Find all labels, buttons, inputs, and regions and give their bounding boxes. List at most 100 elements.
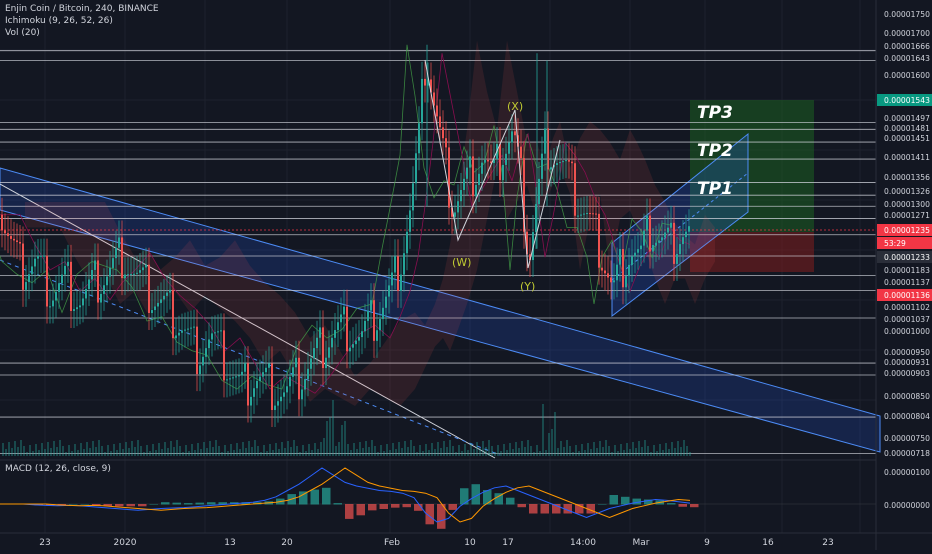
volume-bar — [431, 443, 433, 456]
candle — [571, 161, 573, 164]
volume-bar — [551, 429, 553, 456]
candle — [121, 237, 123, 279]
wave-y-label: (Y) — [520, 280, 535, 293]
volume-bar — [200, 449, 202, 456]
price-axis-tick: 0.00001451 — [884, 134, 930, 143]
candle — [190, 327, 192, 329]
time-axis[interactable]: 23 2020 13 20 Feb 10 17 14:00 Mar 9 16 23 — [39, 538, 833, 548]
volume-bar — [131, 441, 133, 456]
macd-histogram-bar — [126, 504, 135, 507]
candle — [463, 178, 465, 191]
volume-bar — [449, 440, 451, 456]
volume-bar — [440, 448, 442, 456]
candle — [232, 377, 234, 379]
macd-histogram-bar — [563, 504, 572, 514]
candle — [682, 237, 684, 245]
candle — [508, 142, 510, 154]
volume-legend[interactable]: Vol (20) — [5, 28, 40, 38]
volume-bar — [155, 450, 157, 456]
candle — [379, 319, 381, 331]
volume-bar — [287, 441, 289, 456]
volume-bar — [41, 443, 43, 456]
candle — [139, 270, 141, 273]
candle — [511, 131, 513, 143]
candle — [226, 379, 228, 381]
volume-bar — [77, 450, 79, 456]
volume-bar — [161, 449, 163, 456]
candle — [268, 363, 270, 368]
volume-bar — [518, 448, 520, 456]
candle — [184, 329, 186, 331]
candle — [361, 331, 363, 338]
volume-bar — [689, 452, 691, 456]
candle — [262, 372, 264, 377]
volume-bar — [23, 446, 25, 456]
time-axis-tick: 10 — [464, 538, 476, 548]
price-axis-tick: 0.00001000 — [884, 327, 930, 336]
volume-bar — [506, 450, 508, 456]
volume-bar — [47, 442, 49, 456]
candle — [607, 273, 609, 278]
volume-bar — [362, 448, 364, 456]
macd-legend[interactable]: MACD (12, 26, close, 9) — [5, 464, 111, 474]
candle — [301, 389, 303, 400]
price-axis-tick: 53:29 — [884, 239, 906, 248]
macd-line — [0, 467, 691, 523]
volume-bar — [95, 447, 97, 456]
volume-bar — [11, 448, 13, 456]
ichimoku-legend[interactable]: Ichimoku (9, 26, 52, 26) — [5, 16, 113, 26]
candle — [79, 305, 81, 308]
price-axis-tick: 0.00000804 — [884, 412, 930, 421]
candle — [208, 339, 210, 349]
volume-bar — [224, 445, 226, 456]
candle — [148, 264, 150, 314]
volume-bar — [476, 442, 478, 456]
volume-bar — [464, 444, 466, 456]
volume-bar — [470, 443, 472, 456]
volume-bar — [104, 452, 106, 456]
macd-histogram-bar — [494, 493, 503, 505]
volume-bar — [83, 449, 85, 456]
candle — [385, 296, 387, 308]
volume-bar — [428, 450, 430, 456]
candle — [355, 340, 357, 345]
volume-bar — [614, 445, 616, 456]
ascending-channel-mid — [611, 172, 749, 281]
candle — [346, 306, 348, 352]
volume-bar — [89, 448, 91, 456]
volume-bar — [455, 452, 457, 456]
volume-bar — [350, 450, 352, 456]
price-axis-label-bg — [877, 224, 932, 236]
volume-bar — [215, 440, 217, 456]
volume-bar — [557, 448, 559, 456]
candle — [535, 204, 537, 233]
descending-channel — [0, 167, 881, 453]
macd-histogram-bar — [241, 502, 250, 505]
volume-bar — [644, 440, 646, 456]
volume-bar — [602, 447, 604, 456]
candle — [652, 244, 654, 252]
candle — [469, 156, 471, 168]
volume-bar — [203, 442, 205, 456]
volume-bar — [74, 444, 76, 456]
volume-bar — [8, 442, 10, 456]
candle — [265, 367, 267, 373]
volume-bar — [320, 442, 322, 456]
price-axis-label-bg — [877, 251, 932, 263]
candle — [100, 293, 102, 303]
candle — [118, 237, 120, 248]
candle — [316, 337, 318, 349]
symbol-title[interactable]: Enjin Coin / Bitcoin, 240, BINANCE — [5, 4, 159, 14]
volume-bar — [194, 450, 196, 456]
volume-bar — [335, 446, 337, 456]
volume-bar — [116, 450, 118, 456]
volume-bar — [548, 433, 550, 456]
price-axis-label-bg — [877, 237, 932, 249]
volume-bar — [623, 450, 625, 456]
price-axis-tick: 0.00001543 — [884, 96, 930, 105]
candle — [205, 348, 207, 357]
candle — [82, 298, 84, 306]
